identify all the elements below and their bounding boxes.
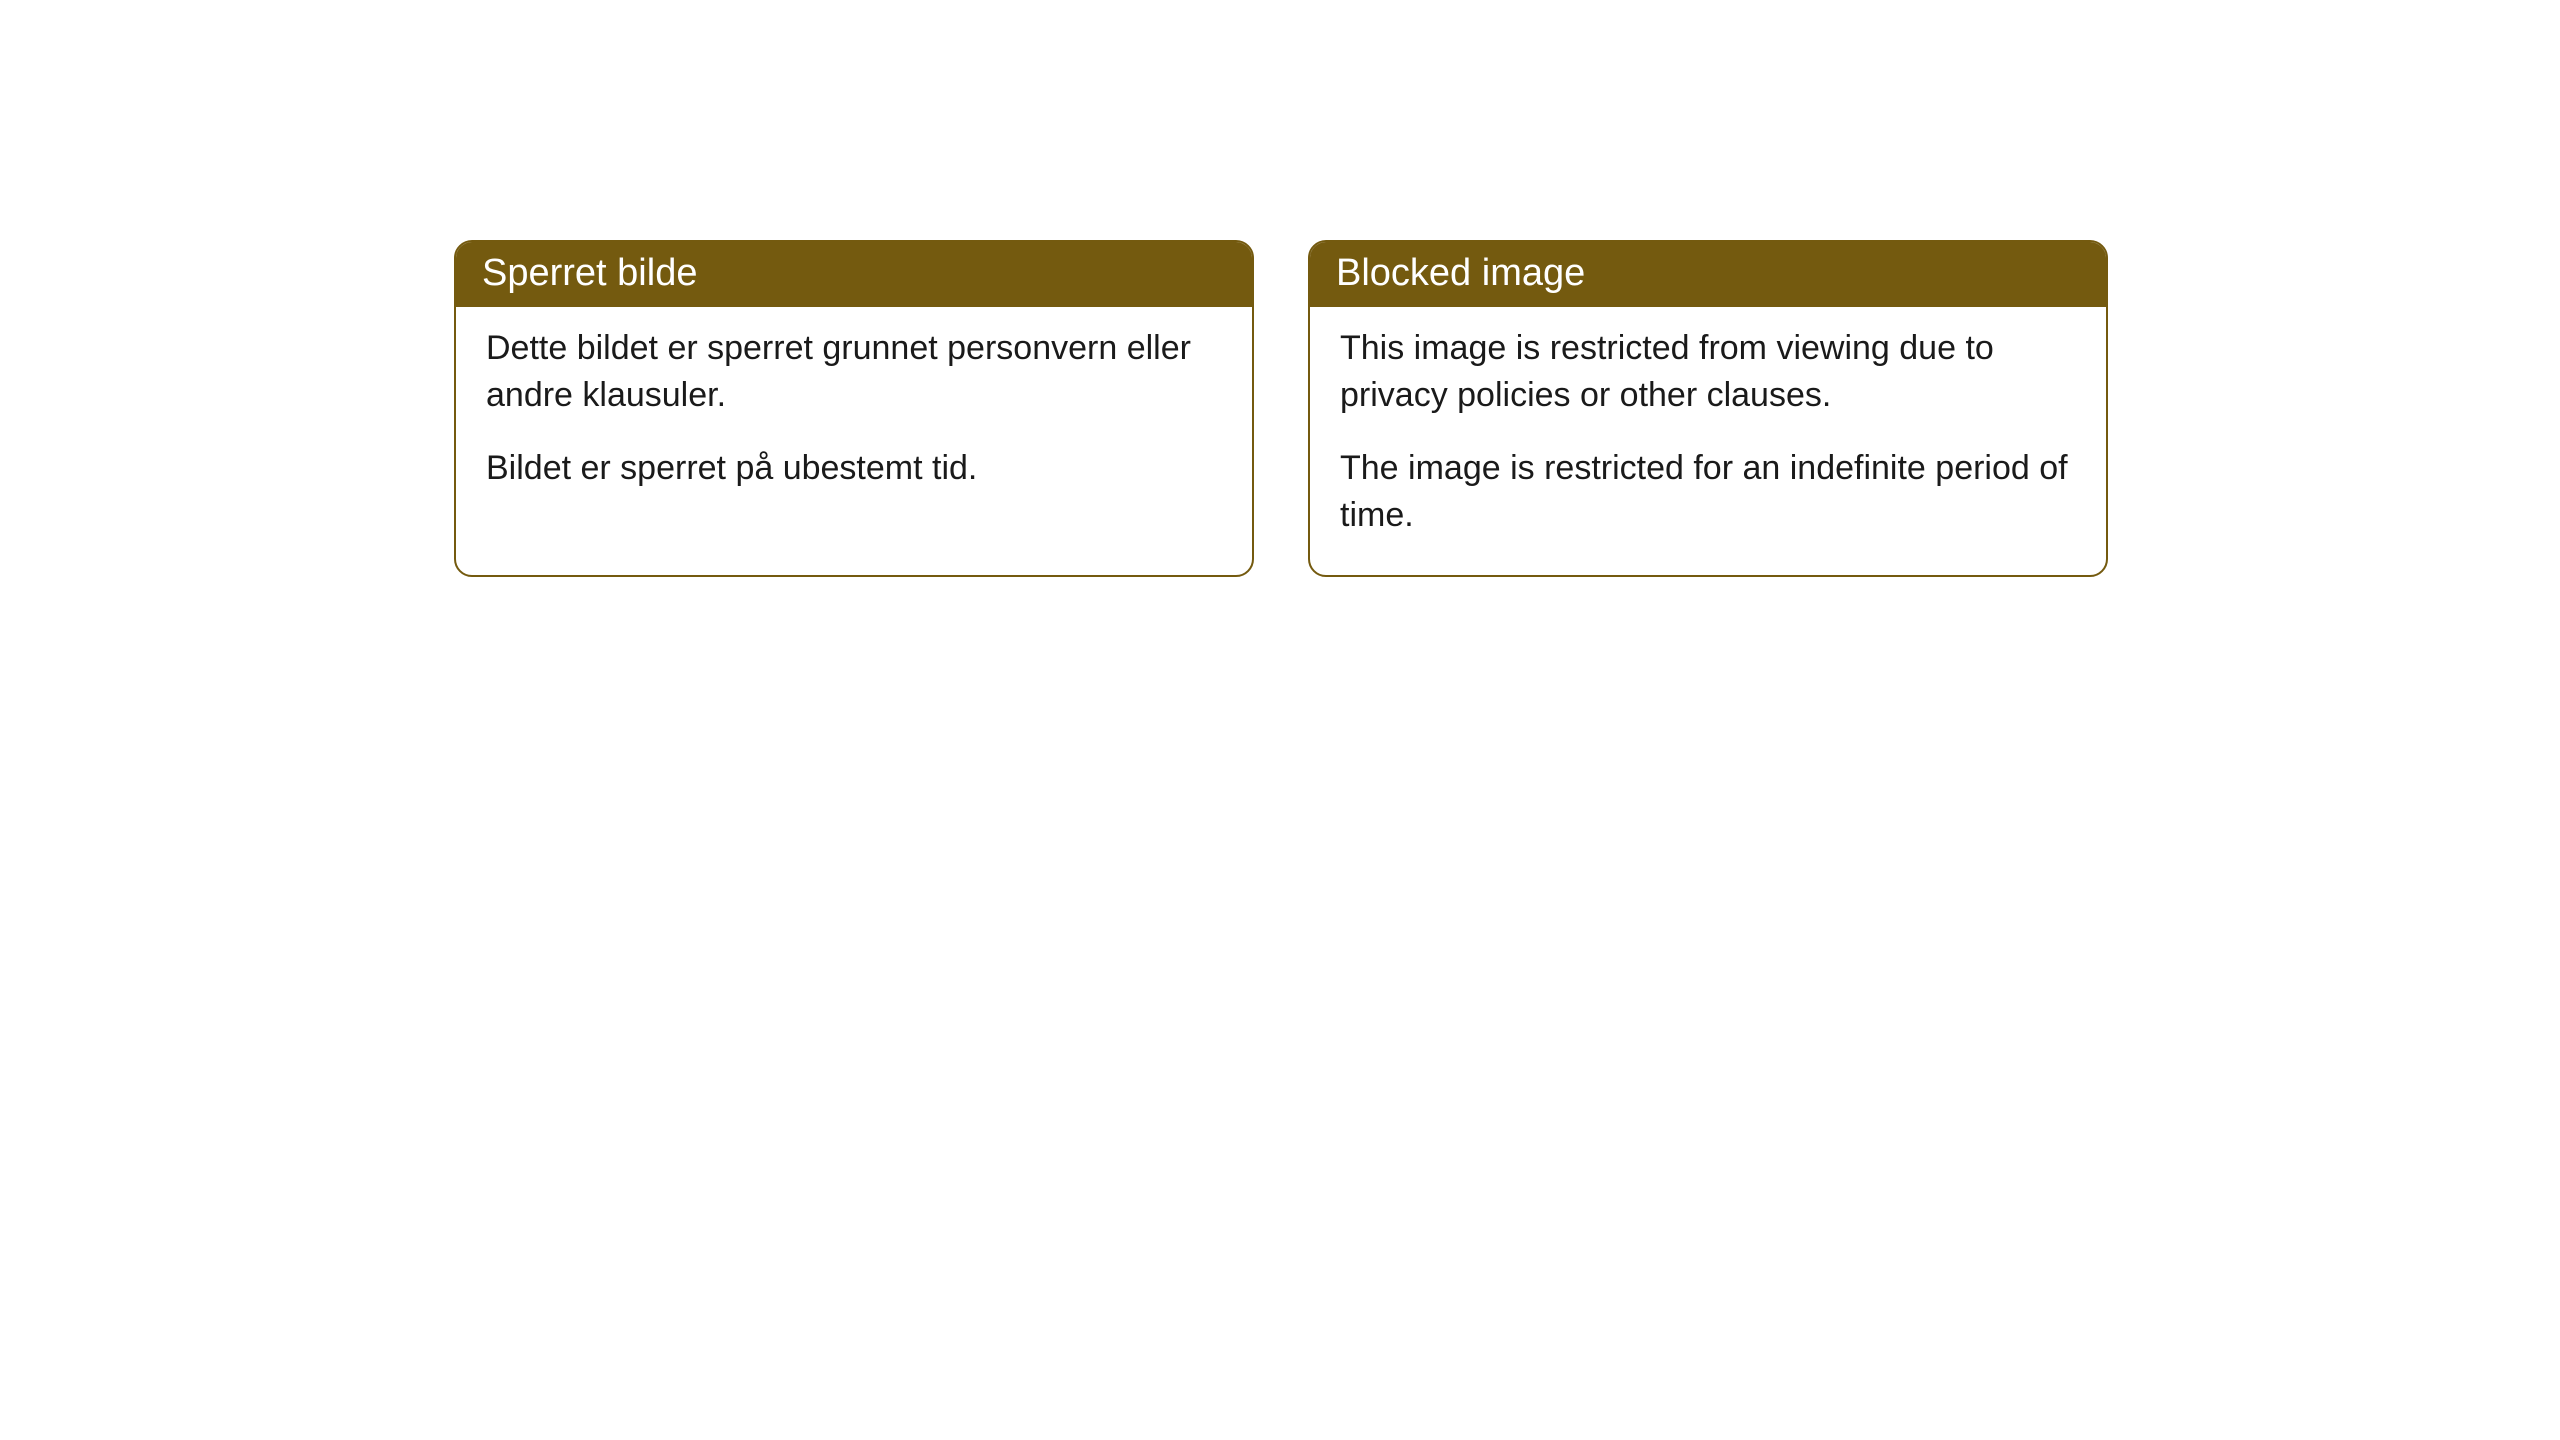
card-body-english: This image is restricted from viewing du… (1310, 307, 2106, 575)
card-paragraph: Bildet er sperret på ubestemt tid. (486, 445, 1222, 492)
card-header-english: Blocked image (1310, 242, 2106, 307)
card-paragraph: This image is restricted from viewing du… (1340, 325, 2076, 419)
cards-container: Sperret bilde Dette bildet er sperret gr… (454, 240, 2108, 577)
card-header-norwegian: Sperret bilde (456, 242, 1252, 307)
card-norwegian: Sperret bilde Dette bildet er sperret gr… (454, 240, 1254, 577)
card-paragraph: Dette bildet er sperret grunnet personve… (486, 325, 1222, 419)
card-paragraph: The image is restricted for an indefinit… (1340, 445, 2076, 539)
card-body-norwegian: Dette bildet er sperret grunnet personve… (456, 307, 1252, 528)
card-english: Blocked image This image is restricted f… (1308, 240, 2108, 577)
